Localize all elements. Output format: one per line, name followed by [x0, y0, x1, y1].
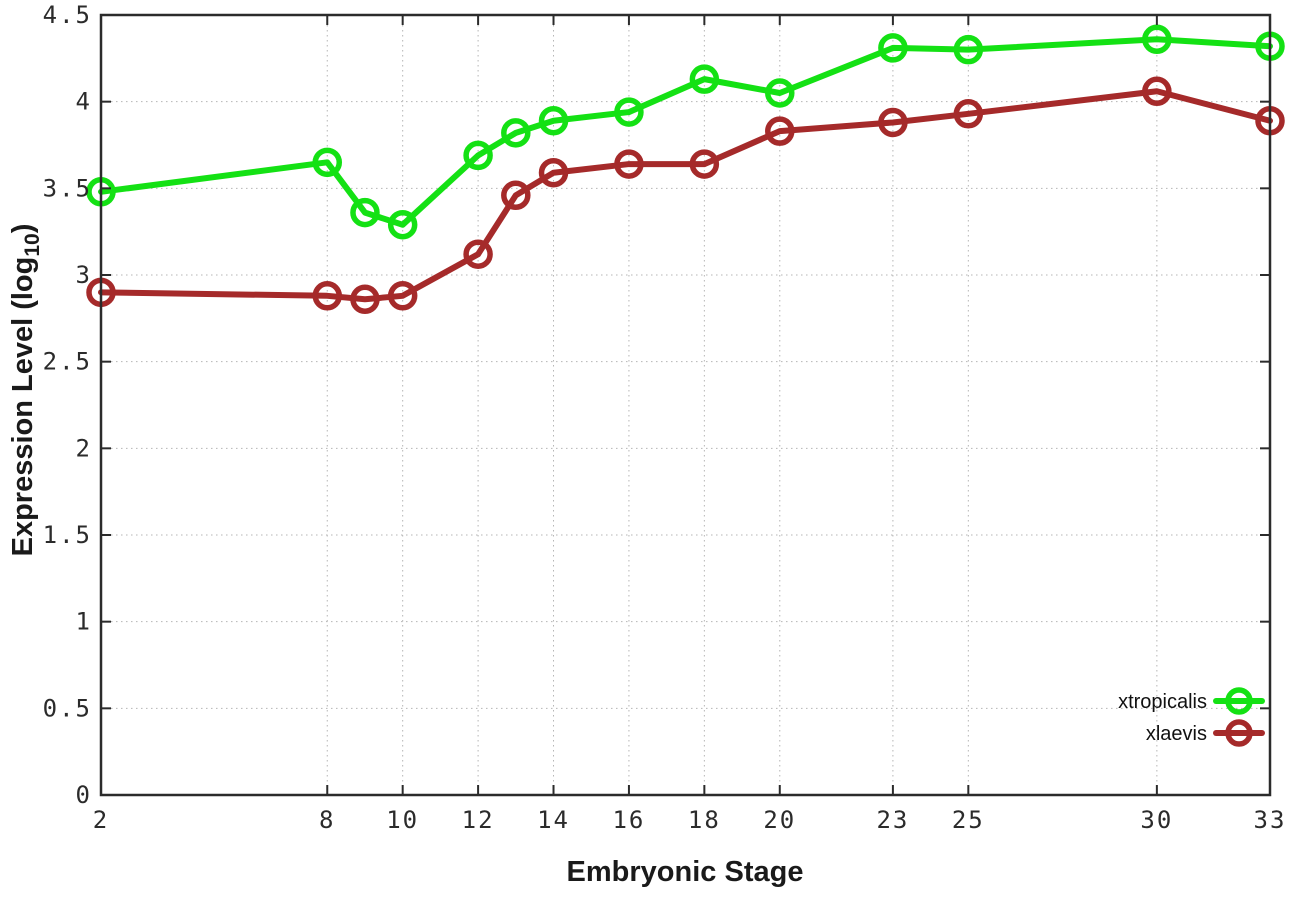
- x-tick-label: 2: [93, 806, 109, 834]
- data-point-xtropicalis: [878, 33, 908, 63]
- x-tick-label: 20: [763, 806, 796, 834]
- x-tick-label: 25: [952, 806, 985, 834]
- data-point-xtropicalis: [953, 34, 984, 65]
- data-point-xlaevis: [689, 149, 720, 179]
- y-tick-label: 0.5: [43, 694, 92, 722]
- data-point-xlaevis: [463, 239, 493, 269]
- x-tick-label: 33: [1254, 806, 1287, 834]
- data-point-xlaevis: [1142, 76, 1172, 107]
- data-point-xtropicalis: [689, 64, 720, 94]
- x-tick-label: 30: [1140, 806, 1173, 834]
- legend: xtropicalis xlaevis: [1118, 687, 1265, 747]
- x-tick-label: 23: [876, 806, 909, 834]
- y-tick-label: 3.5: [43, 174, 92, 202]
- data-point-xtropicalis: [463, 140, 493, 171]
- data-point-xtropicalis: [350, 197, 380, 228]
- legend-marker-xtropicalis: [1225, 687, 1253, 715]
- y-tick-label: 3: [76, 261, 92, 289]
- data-point-xlaevis: [953, 99, 984, 129]
- legend-marker-xlaevis: [1225, 719, 1253, 747]
- plot-border: [99, 13, 1272, 797]
- y-axis-title: Expression Level (log10): [7, 224, 44, 557]
- data-point-xlaevis: [312, 281, 343, 311]
- grid-layer: [101, 15, 1270, 795]
- y-tick-label: 2.5: [43, 348, 92, 376]
- x-tick-label: 12: [462, 806, 495, 834]
- y-tick-label: 4.5: [43, 1, 92, 29]
- data-point-xlaevis: [350, 284, 380, 315]
- data-point-xlaevis: [538, 157, 569, 188]
- x-axis-title: Embryonic Stage: [567, 856, 804, 888]
- y-tick-label: 4: [76, 88, 92, 116]
- data-point-xtropicalis: [501, 118, 531, 148]
- data-point-xlaevis: [387, 281, 418, 311]
- x-tick-label: 14: [537, 806, 570, 834]
- legend-item-xtropicalis: xtropicalis: [1118, 687, 1265, 715]
- series-line-xlaevis: [98, 88, 1273, 303]
- x-tick-label: 18: [688, 806, 721, 834]
- data-point-xtropicalis: [1142, 24, 1172, 55]
- x-tick-label: 10: [386, 806, 419, 834]
- x-tick-label: 16: [612, 806, 645, 834]
- series-layer: [86, 24, 1285, 315]
- data-point-xlaevis: [614, 149, 644, 179]
- data-point-xtropicalis: [614, 97, 644, 127]
- data-point-xlaevis: [878, 107, 908, 138]
- series-line-xtropicalis: [98, 36, 1273, 228]
- y-tick-label: 2: [76, 434, 92, 462]
- legend-item-xlaevis: xlaevis: [1146, 719, 1265, 747]
- data-point-xlaevis: [501, 180, 531, 211]
- data-point-xtropicalis: [387, 209, 418, 240]
- data-point-xtropicalis: [765, 78, 795, 108]
- y-tick-label: 1.5: [43, 521, 92, 549]
- y-tick-label: 0: [76, 781, 92, 809]
- legend-label-xlaevis: xlaevis: [1146, 723, 1207, 745]
- tick-label-layer: 2 8 10 12 14 16 18 20 23 25 30 33 0 0.5 1 1.5 2 2.5 3 3.5 4 4…: [43, 1, 1287, 834]
- x-tick-label: 8: [319, 806, 335, 834]
- data-point-xtropicalis: [312, 147, 343, 178]
- data-point-xlaevis: [765, 116, 795, 146]
- data-point-xtropicalis: [538, 105, 569, 136]
- legend-label-xtropicalis: xtropicalis: [1118, 691, 1207, 713]
- plot-frame-layer: [99, 13, 1272, 797]
- y-tick-label: 1: [76, 608, 92, 636]
